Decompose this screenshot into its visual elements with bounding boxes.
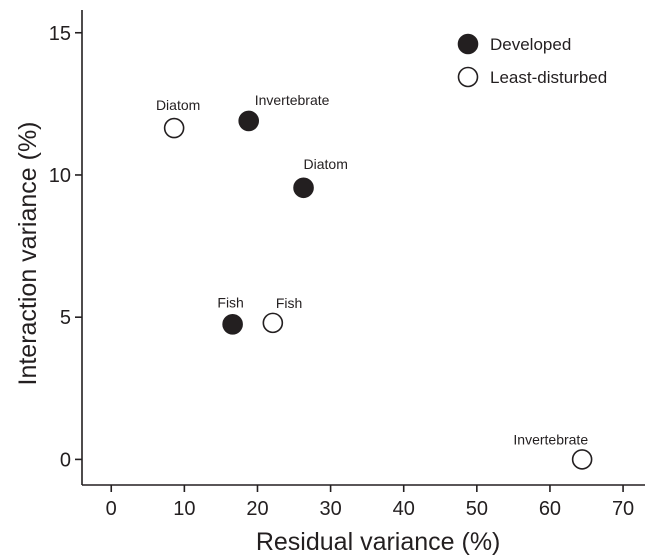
data-point-label: Diatom: [304, 156, 348, 172]
y-axis-title: Interaction variance (%): [14, 121, 42, 385]
y-tick-label: 5: [60, 307, 71, 329]
data-point-developed: [238, 110, 260, 132]
data-point-least-disturbed: [262, 312, 284, 334]
legend: Developed Least-disturbed: [457, 33, 607, 88]
x-axis-title: Residual variance (%): [256, 528, 501, 556]
data-point-label: Invertebrate: [513, 431, 588, 447]
axes: [81, 10, 645, 486]
x-tick-label: 50: [466, 498, 488, 520]
data-point-label: Invertebrate: [255, 92, 330, 108]
data-point-least-disturbed: [163, 117, 185, 139]
data-point-least-disturbed: [571, 449, 593, 470]
legend-label-least-disturbed: Least-disturbed: [490, 68, 607, 87]
y-tick-label: 10: [49, 165, 71, 187]
legend-marker-least-disturbed: [457, 66, 479, 88]
x-tick-label: 70: [612, 498, 634, 520]
y-axis-ticks: 0 5 10 15: [49, 23, 82, 471]
x-tick-label: 30: [319, 498, 341, 520]
x-tick-label: 40: [393, 498, 415, 520]
legend-label-developed: Developed: [490, 35, 571, 54]
x-tick-label: 10: [173, 498, 195, 520]
x-tick-label: 60: [539, 498, 561, 520]
data-point-label: Fish: [276, 295, 302, 311]
data-point-label: Diatom: [156, 97, 200, 113]
data-point-developed: [222, 313, 243, 335]
y-tick-label: 0: [60, 449, 71, 471]
x-tick-label: 20: [246, 498, 268, 520]
data-points: Invertebrate Diatom Fish Diatom Fish Inverteb…: [156, 92, 593, 470]
data-point-label: Fish: [217, 294, 243, 310]
x-axis-ticks: 0 10 20 30 40 50 60 70: [106, 485, 634, 520]
y-tick-label: 15: [49, 23, 71, 45]
legend-marker-developed: [457, 33, 479, 55]
x-tick-label: 0: [106, 498, 117, 520]
data-point-developed: [293, 177, 314, 199]
